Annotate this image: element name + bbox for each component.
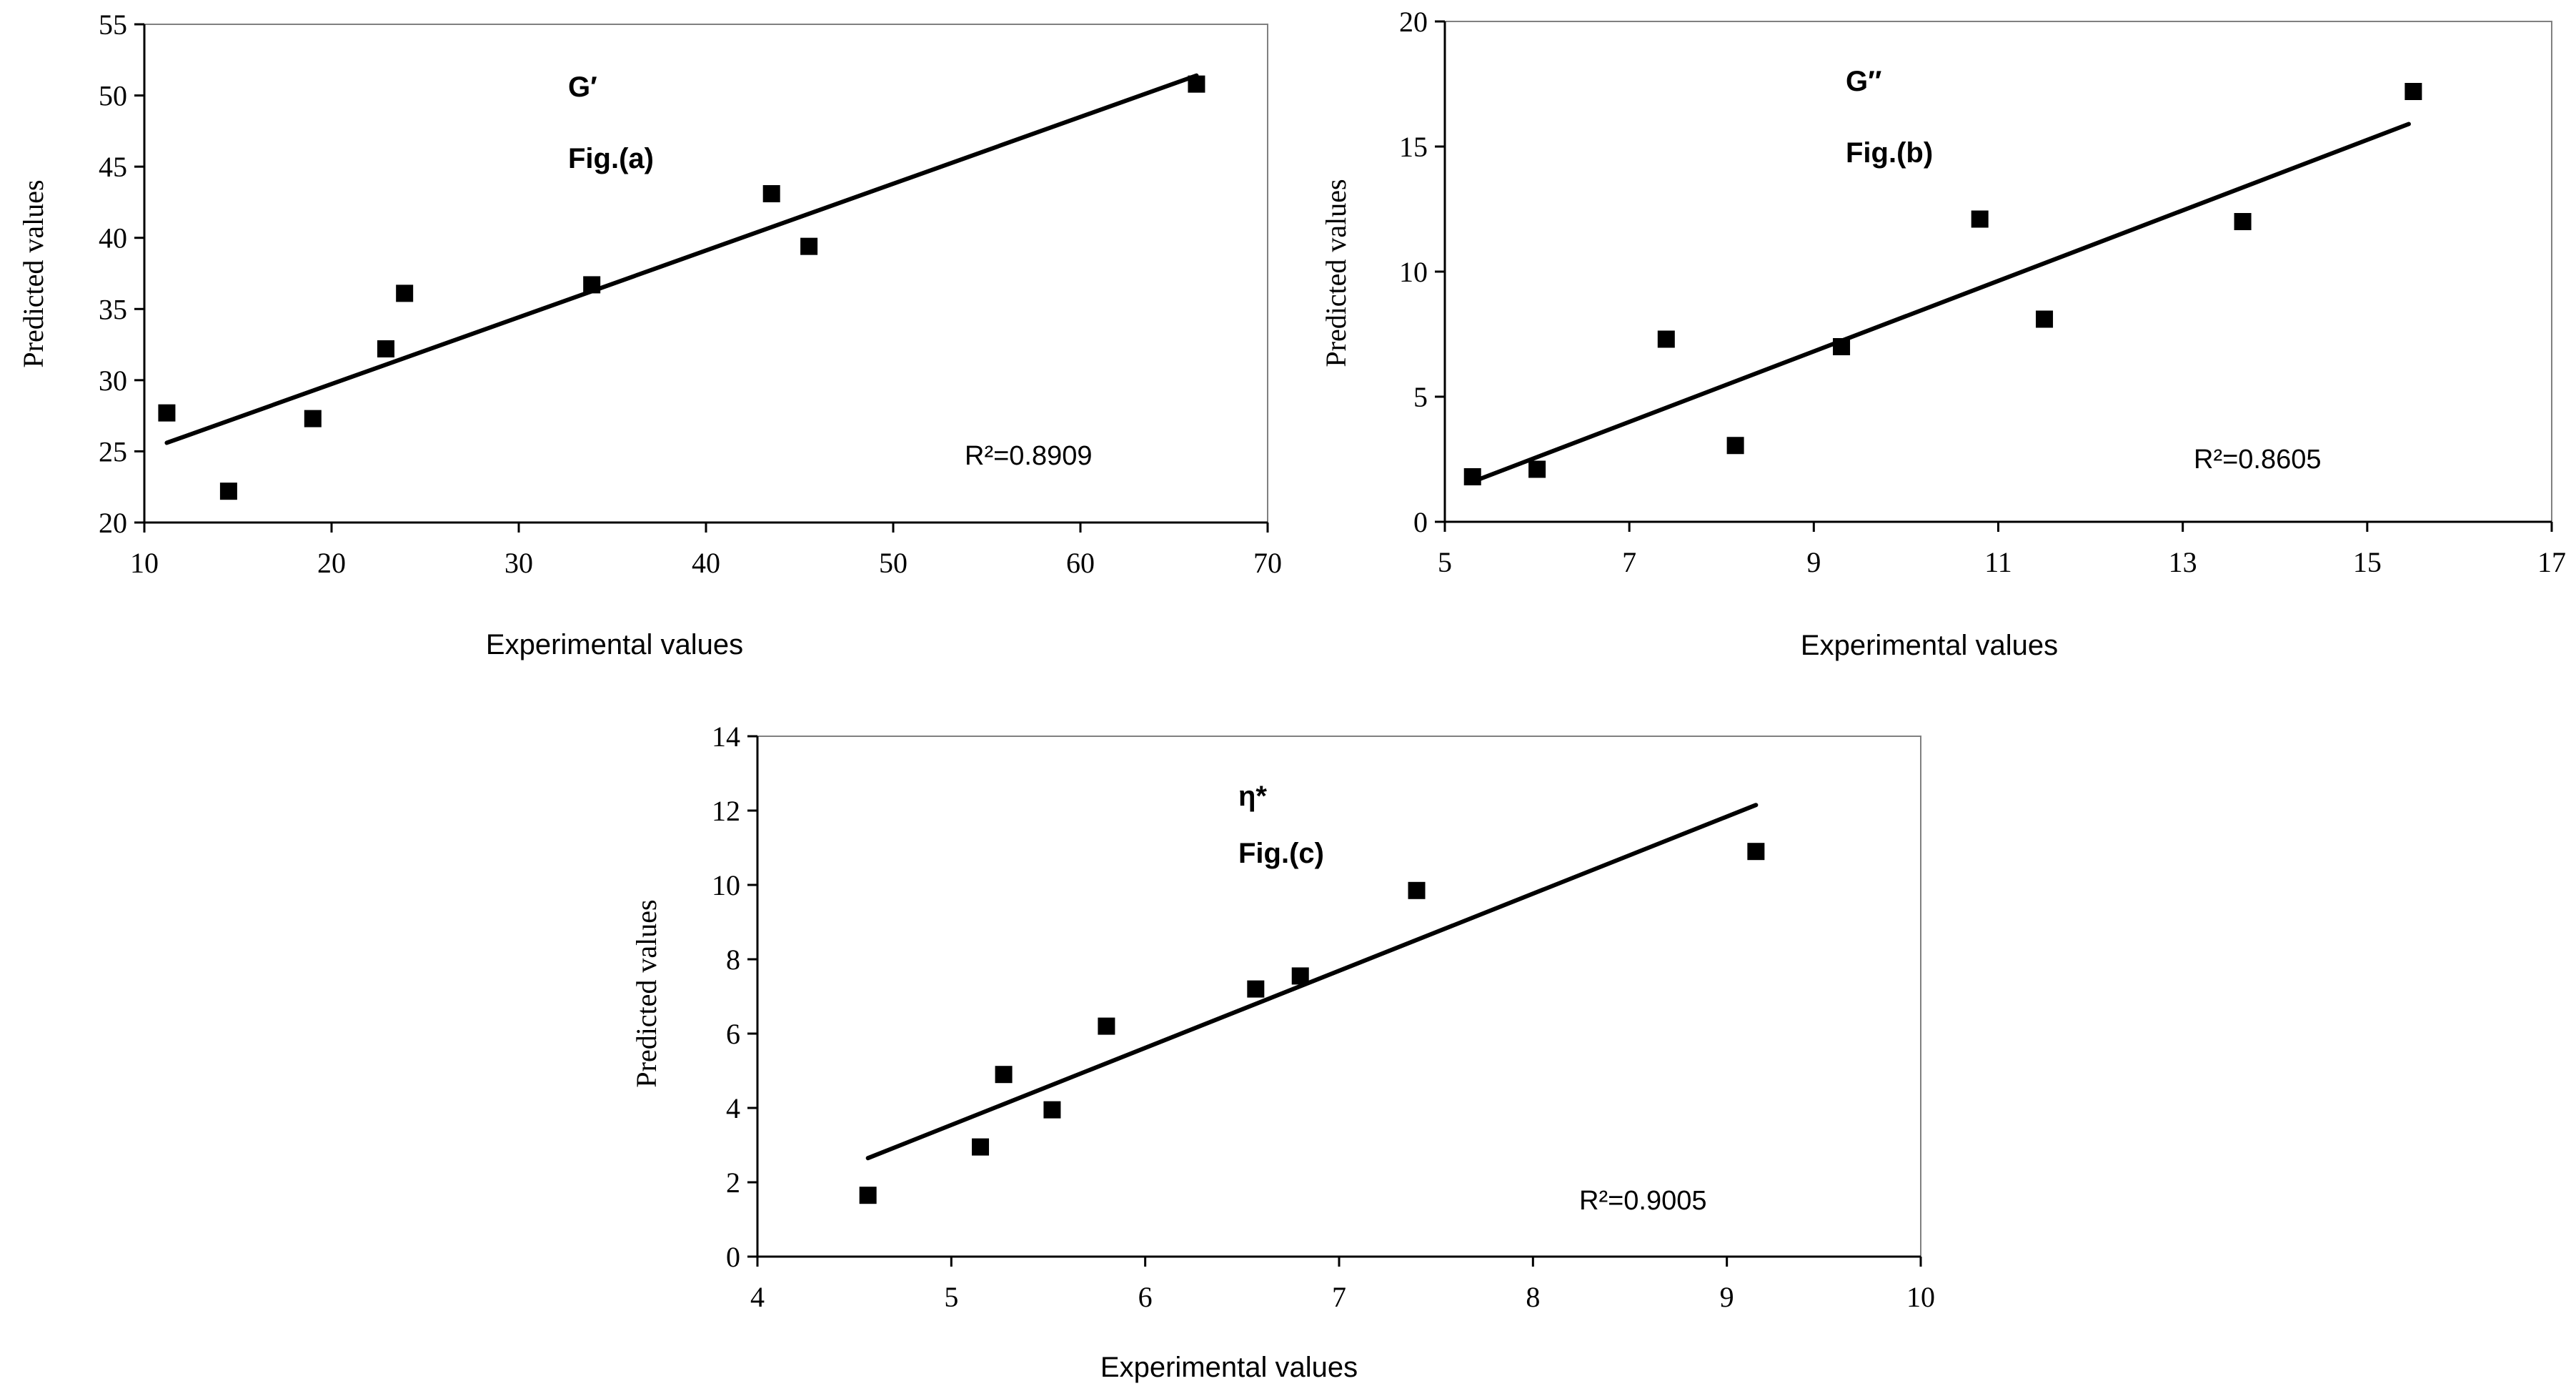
trendline [1470, 122, 2411, 484]
y-tick-label: 55 [99, 9, 127, 41]
data-point [1098, 1017, 1115, 1035]
data-point [859, 1187, 877, 1204]
data-point [1971, 210, 1989, 228]
data-point [583, 276, 601, 294]
r-squared-label: R²=0.8605 [2194, 445, 2322, 475]
x-tick-label: 15 [2353, 546, 2382, 578]
data-point [1247, 980, 1265, 998]
y-tick-label: 50 [99, 80, 127, 112]
x-tick-label: 10 [130, 547, 159, 579]
trendline [164, 73, 1199, 445]
data-point [972, 1138, 990, 1156]
figure-label: Fig.(b) [1846, 137, 1933, 169]
x-tick-label: 7 [1622, 546, 1636, 578]
x-tick-label: 7 [1332, 1281, 1346, 1313]
data-point [2234, 213, 2252, 230]
data-point [1463, 468, 1481, 485]
chart-panel-c: 0 2 4 6 8 10 12 14 4 5 6 7 8 9 10 Predicted values Exp… [630, 721, 1935, 1383]
y-tick-label: 14 [712, 721, 740, 753]
data-point [1726, 437, 1744, 455]
y-tick-label: 8 [726, 944, 740, 976]
data-point [219, 482, 237, 500]
data-point [1291, 967, 1309, 985]
x-tick-label: 10 [1906, 1281, 1935, 1313]
x-tick-label: 11 [1984, 546, 2012, 578]
data-point [2036, 310, 2054, 328]
y-tick-label: 15 [1399, 131, 1428, 163]
y-tick-label: 5 [1413, 381, 1428, 413]
series-title-label: η* [1238, 781, 1267, 812]
trendline [865, 803, 1759, 1161]
data-point [800, 237, 818, 255]
data-point [1833, 338, 1851, 355]
data-point [1408, 881, 1426, 899]
x-tick-label: 9 [1806, 546, 1821, 578]
y-tick-label: 35 [99, 293, 127, 325]
x-tick-label: 17 [2537, 546, 2566, 578]
x-tick-label: 40 [692, 547, 720, 579]
data-point [1747, 843, 1765, 861]
series-title-label: G′ [568, 71, 597, 103]
x-axis-title: Experimental values [1801, 630, 2058, 661]
y-tick-label: 10 [712, 869, 740, 901]
y-tick-label: 4 [726, 1092, 740, 1124]
y-tick-label: 20 [99, 507, 127, 539]
r-squared-label: R²=0.9005 [1579, 1186, 1707, 1216]
data-point [2405, 83, 2422, 100]
x-tick-label: 13 [2169, 546, 2197, 578]
x-tick-label: 6 [1138, 1281, 1153, 1313]
data-point [1188, 75, 1205, 93]
x-tick-label: 50 [879, 547, 907, 579]
y-tick-label: 6 [726, 1018, 740, 1050]
data-point [396, 284, 414, 302]
x-axis-title: Experimental values [1100, 1352, 1358, 1383]
data-point [1657, 330, 1675, 348]
figure-label: Fig.(c) [1238, 838, 1324, 869]
r-squared-label: R²=0.8909 [965, 441, 1093, 471]
y-tick-label: 45 [99, 151, 127, 183]
x-tick-label: 8 [1526, 1281, 1540, 1313]
y-tick-label: 0 [726, 1241, 740, 1273]
x-tick-label: 4 [750, 1281, 765, 1313]
y-tick-label: 2 [726, 1167, 740, 1199]
x-axis-title: Experimental values [486, 629, 743, 660]
data-point [1528, 460, 1546, 478]
x-tick-label: 9 [1720, 1281, 1734, 1313]
y-tick-label: 30 [99, 365, 127, 397]
figure-label: Fig.(a) [568, 143, 654, 174]
x-tick-label: 60 [1066, 547, 1095, 579]
series-title-label: G′′ [1846, 66, 1881, 97]
data-point [304, 410, 322, 427]
x-tick-label: 70 [1253, 547, 1282, 579]
data-point [1043, 1101, 1061, 1119]
y-axis-title: Predicted values [630, 899, 662, 1087]
y-tick-label: 40 [99, 222, 127, 254]
data-point [158, 404, 176, 422]
data-point [762, 184, 780, 202]
y-tick-label: 12 [712, 795, 740, 827]
y-tick-label: 10 [1399, 256, 1428, 288]
y-tick-label: 25 [99, 435, 127, 467]
y-tick-label: 20 [1399, 6, 1428, 38]
y-tick-label: 0 [1413, 506, 1428, 538]
x-tick-label: 5 [944, 1281, 958, 1313]
y-axis-title: Predicted values [1320, 179, 1352, 367]
data-point [377, 340, 394, 358]
data-point [995, 1066, 1013, 1084]
x-tick-label: 30 [504, 547, 533, 579]
x-tick-label: 20 [317, 547, 346, 579]
x-tick-label: 5 [1438, 546, 1452, 578]
y-axis-title: Predicted values [17, 179, 49, 367]
